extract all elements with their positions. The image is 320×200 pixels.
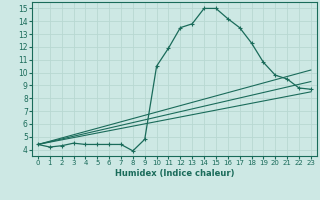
X-axis label: Humidex (Indice chaleur): Humidex (Indice chaleur) [115, 169, 234, 178]
